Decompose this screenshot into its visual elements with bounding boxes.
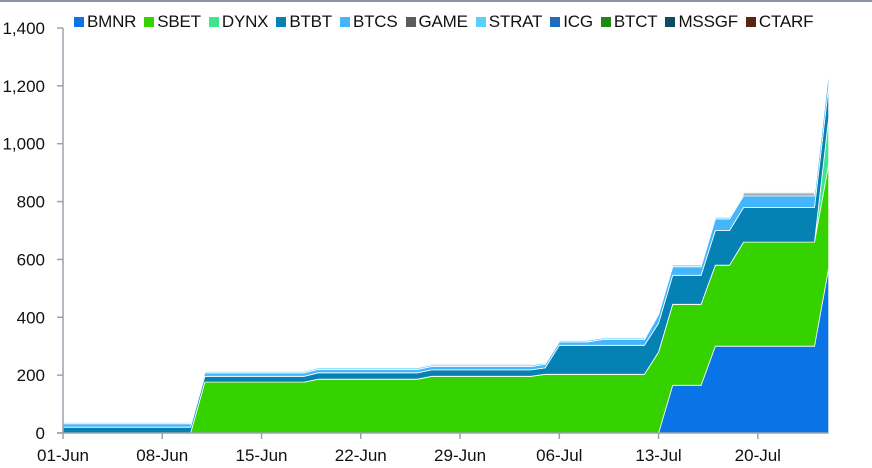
y-tick-label: 1,200 <box>2 77 45 96</box>
legend-label: ICG <box>563 12 593 31</box>
legend-swatch-icon <box>665 17 676 27</box>
legend-swatch-icon <box>144 17 155 27</box>
legend-item-ctarf: CTARF <box>745 12 814 32</box>
y-tick-label: 600 <box>17 250 45 269</box>
chart-frame-border <box>0 0 872 2</box>
legend-label: SBET <box>157 12 201 31</box>
legend-swatch-icon <box>74 17 84 27</box>
legend-swatch-icon <box>339 17 350 27</box>
legend-swatch-icon <box>745 17 756 27</box>
legend-swatch-icon <box>405 17 416 27</box>
legend-label: MSSGF <box>678 12 738 31</box>
legend-swatch-icon <box>276 17 287 27</box>
x-tick-label: 13-Jul <box>635 446 681 465</box>
legend-swatch-icon <box>600 17 611 27</box>
legend-item-dynx: DYNX <box>208 12 269 32</box>
y-tick-label: 400 <box>17 308 45 327</box>
legend-label: DYNX <box>221 12 269 31</box>
legend-label: STRAT <box>488 12 543 31</box>
y-tick-label: 200 <box>17 366 45 385</box>
legend-label: BMNR <box>87 12 137 31</box>
x-axis-ticks: 01-Jun 08-Jun 15-Jun 22-Jun 29-Jun 06-Jul 13-J… <box>37 433 781 465</box>
x-tick-label: 20-Jul <box>735 446 781 465</box>
legend-item-mssgf: MSSGF <box>665 12 738 32</box>
legend-item-game: GAME <box>405 12 468 32</box>
x-tick-label: 29-Jun <box>434 446 486 465</box>
x-tick-label: 08-Jun <box>136 446 188 465</box>
legend-label: GAME <box>418 12 468 31</box>
y-tick-label: 1,400 <box>2 19 45 38</box>
legend-item-btct: BTCT <box>600 12 658 32</box>
legend-item-icg: ICG <box>550 12 593 32</box>
legend-swatch-icon <box>550 17 561 27</box>
legend-swatch-icon <box>475 17 486 27</box>
x-tick-label: 06-Jul <box>536 446 582 465</box>
y-tick-label: 1,000 <box>2 135 45 154</box>
legend-label: CTARF <box>758 12 814 31</box>
legend-swatch-icon <box>208 17 219 27</box>
legend-item-btcs: BTCS <box>339 12 398 32</box>
y-tick-label: 0 <box>36 424 45 443</box>
x-tick-label: 01-Jun <box>37 446 89 465</box>
y-axis-ticks: 0 200 400 600 800 1,000 1,200 1,400 <box>2 19 63 443</box>
legend-label: BTCS <box>352 12 398 31</box>
chart-legend: BMNR SBET DYNX BTBT BTCS GAME STRAT ICG BTCT MSSG… <box>74 12 821 32</box>
area-series-group <box>62 65 830 434</box>
legend-item-strat: STRAT <box>475 12 543 32</box>
x-tick-label: 22-Jun <box>335 446 387 465</box>
x-tick-label: 15-Jun <box>236 446 288 465</box>
legend-item-sbet: SBET <box>144 12 201 32</box>
legend-item-bmnr: BMNR <box>74 12 136 32</box>
legend-label: BTBT <box>289 12 332 31</box>
legend-label: BTCT <box>613 12 658 31</box>
area-series-ctarf <box>62 65 830 422</box>
axes-group: 0 200 400 600 800 1,000 1,200 1,400 01-Jun 08-Ju… <box>2 19 829 465</box>
legend-item-btbt: BTBT <box>276 12 332 32</box>
y-tick-label: 800 <box>17 193 45 212</box>
